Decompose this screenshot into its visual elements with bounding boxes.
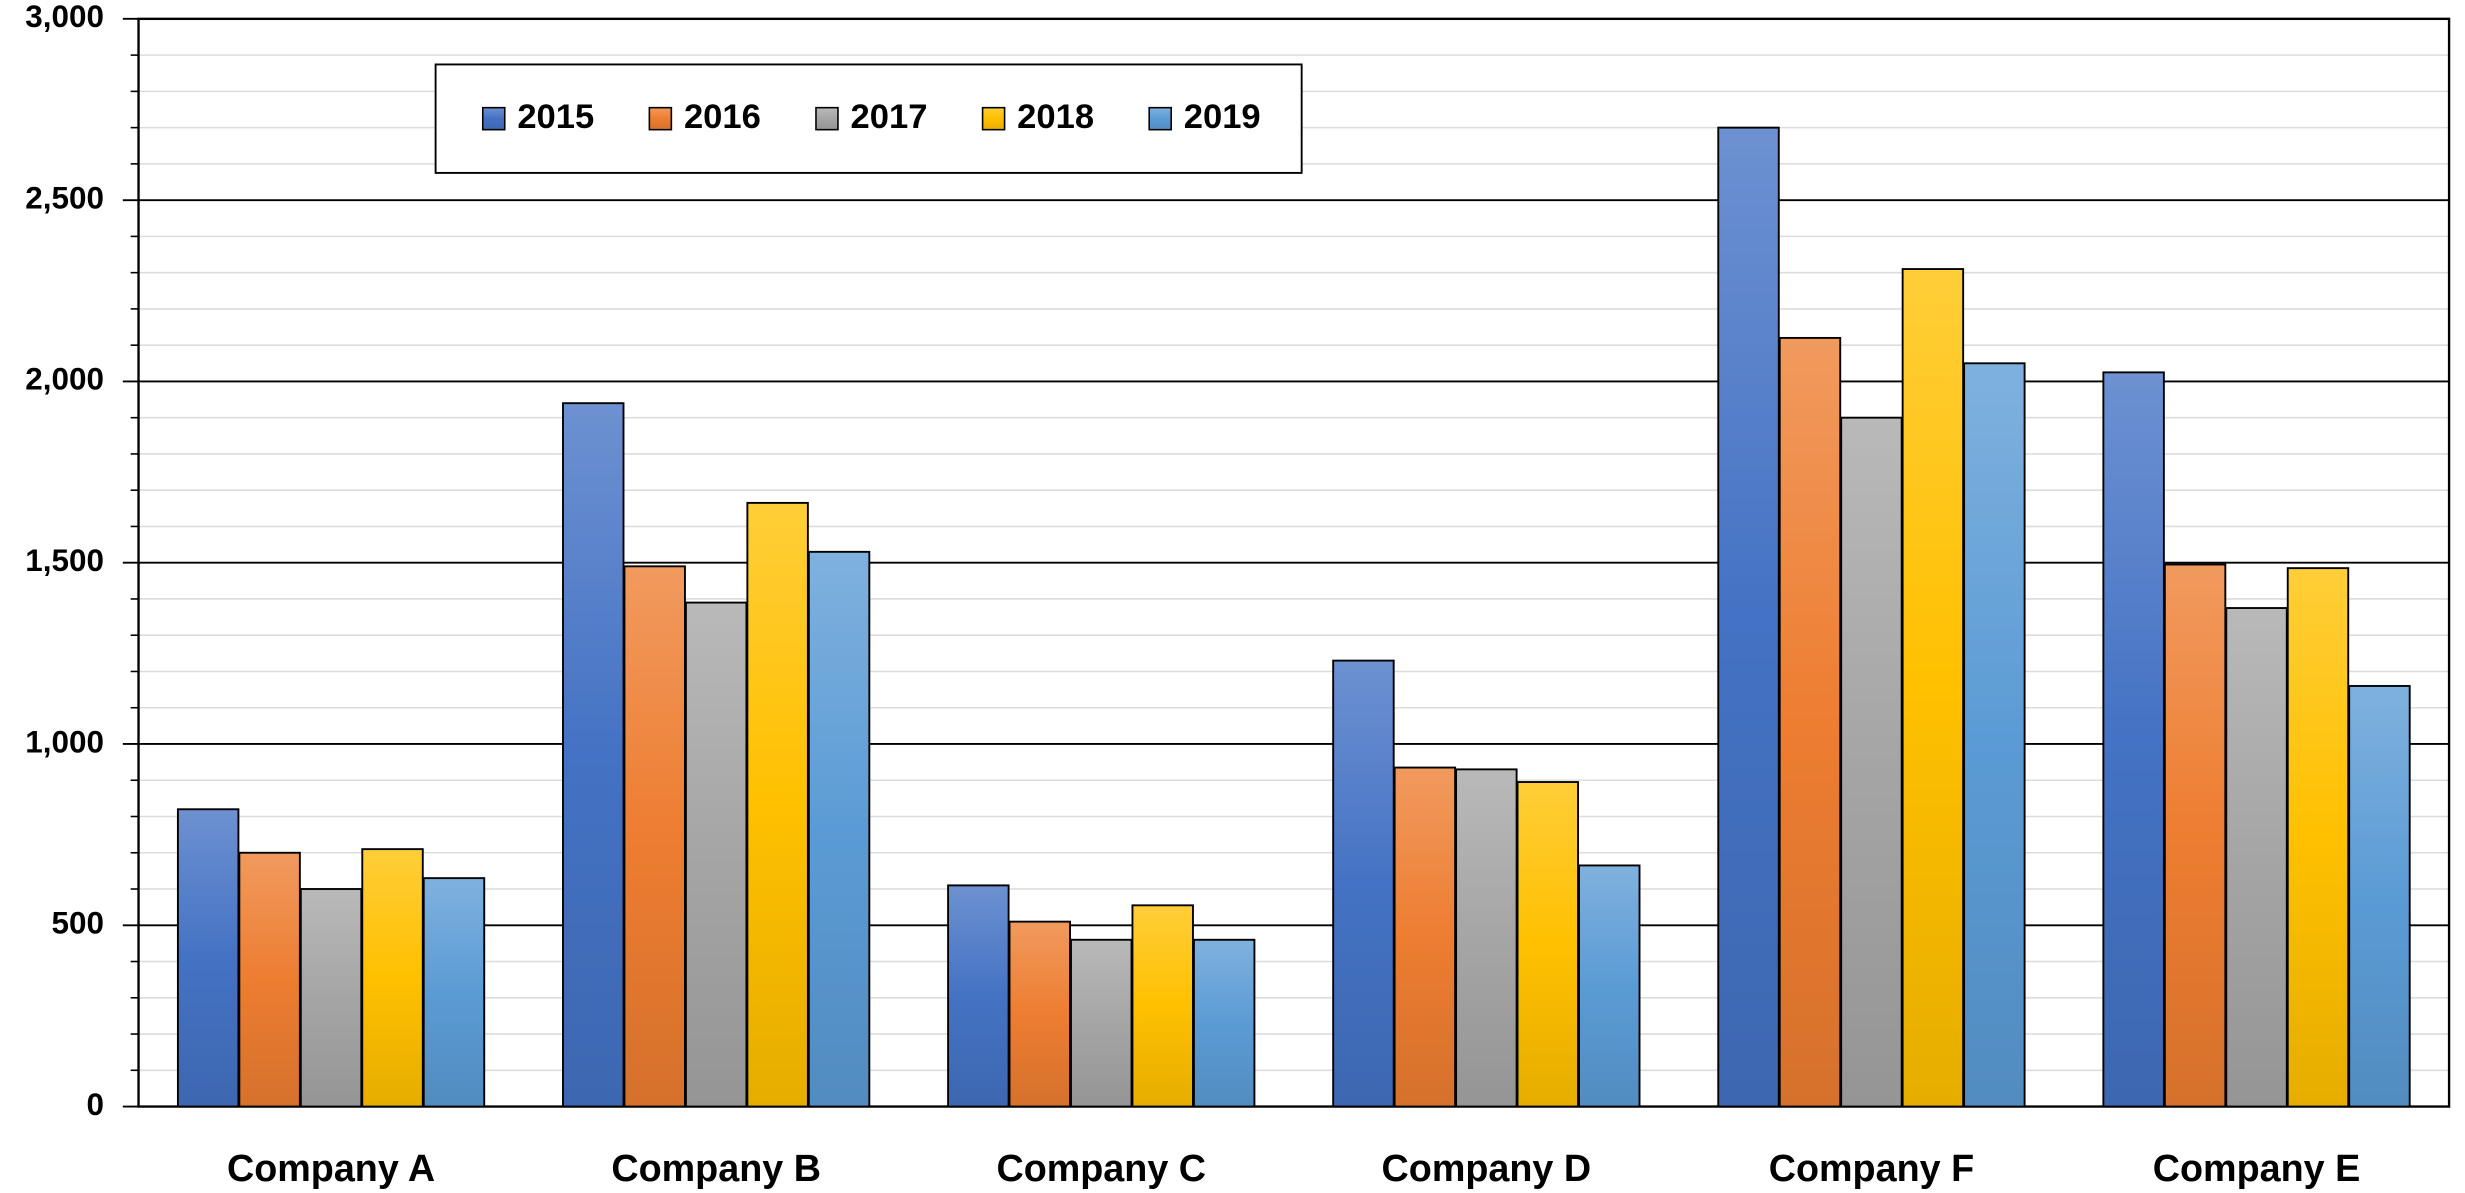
legend: 2015 2016 2017 2018 2019 [434,63,1303,174]
y-tick-label: 3,000 [25,0,104,34]
bar [1393,766,1457,1108]
bar [746,501,809,1108]
y-tick-label: 0 [86,1087,103,1122]
x-tick-label: Company A [227,1147,435,1189]
bar [299,888,363,1108]
bar [361,848,424,1108]
bar [2348,685,2411,1108]
bar [422,877,486,1108]
bar [1131,904,1194,1108]
legend-swatch [648,106,673,131]
bar [1192,938,1256,1108]
x-tick-label: Company C [996,1147,1206,1189]
bar [1455,768,1518,1108]
bar [1008,920,1071,1108]
bar [807,550,871,1108]
bar [1963,362,2026,1108]
bar [176,808,240,1108]
y-tick-label: 500 [52,906,104,941]
bar [623,565,686,1108]
legend-label: 2018 [1017,98,1094,136]
bar [1717,126,1780,1108]
legend-swatch [481,106,506,131]
bar [2225,607,2288,1108]
bar [2286,567,2350,1108]
x-tick-label: Company D [1382,1147,1592,1189]
plot-frame [137,17,2451,1108]
y-tick-label: 2,000 [25,362,104,397]
y-tick-label: 1,000 [25,724,104,759]
legend-label: 2016 [684,98,761,136]
y-tick-label: 1,500 [25,543,104,578]
x-tick-label: Company F [1769,1147,1974,1189]
bar [2163,563,2227,1108]
bar [2102,371,2165,1108]
bar [1578,864,1641,1108]
bar [947,884,1010,1108]
bar [562,402,625,1108]
legend-swatch [981,106,1006,131]
legend-swatch [1148,106,1172,131]
x-tick-label: Company B [611,1147,821,1189]
bar [1332,659,1395,1108]
y-tick-label: 2,500 [25,180,104,215]
legend-label: 2015 [517,98,594,136]
bar [1901,268,1965,1108]
legend-label: 2017 [851,98,928,136]
bar [1070,938,1133,1108]
bar [1840,416,1903,1108]
bar [684,601,748,1108]
legend-swatch [815,106,839,131]
legend-label: 2019 [1184,98,1261,136]
x-tick-label: Company E [2153,1147,2361,1189]
bar [1778,336,1842,1108]
bar [1516,781,1580,1108]
bar [238,851,301,1108]
